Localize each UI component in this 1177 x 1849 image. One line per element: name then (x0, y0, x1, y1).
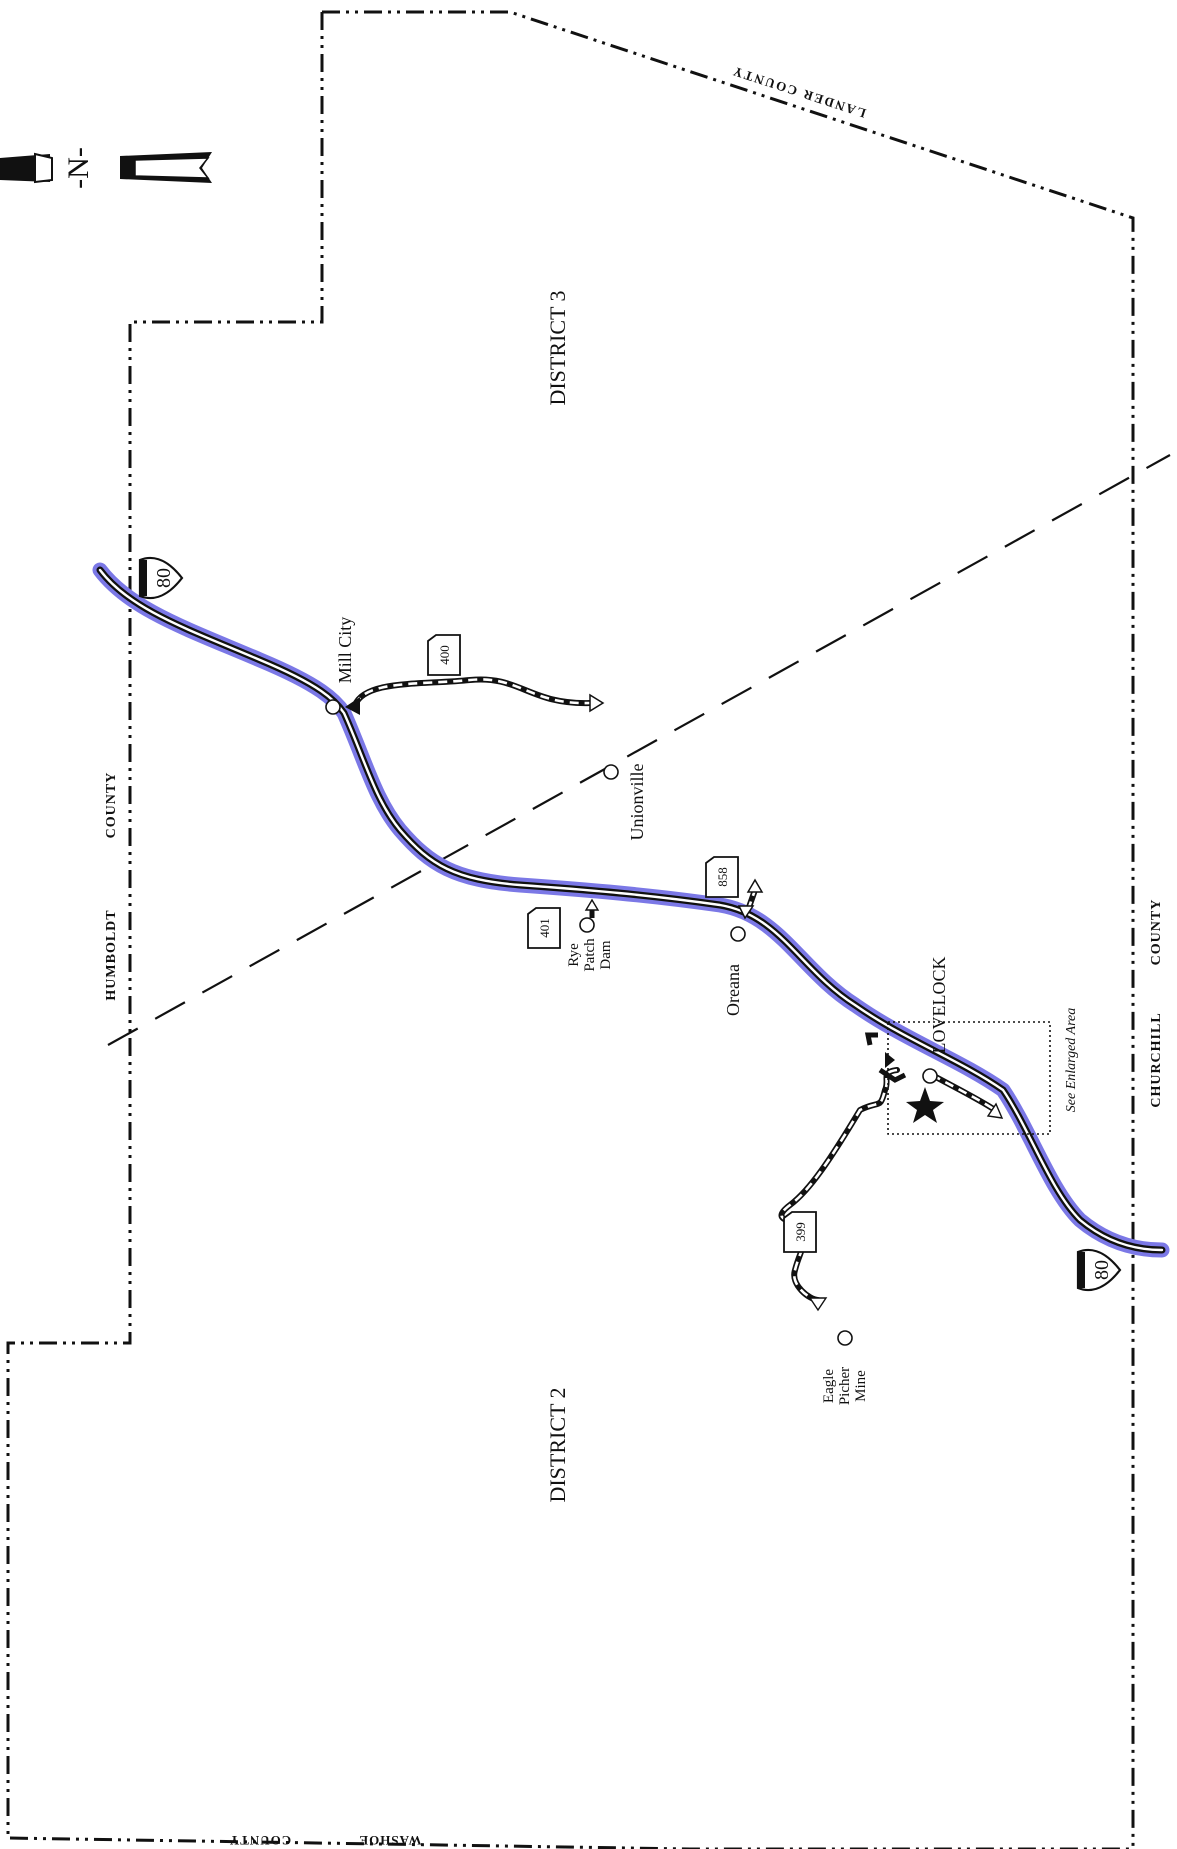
interstate-south-label: 80 (1091, 1260, 1113, 1280)
north-label: -N- (62, 147, 95, 189)
interstate-80-shield-north: 80 (138, 556, 184, 600)
sr-399-label: 399 (793, 1222, 808, 1242)
sr-400-label: 400 (437, 645, 452, 665)
north-arrow-icon: -N- (0, 147, 212, 189)
mine-label: Mine (853, 1370, 869, 1402)
unionville-label: Unionville (627, 763, 647, 840)
unionville-marker (603, 764, 619, 780)
sr-400-shield: 400 (427, 634, 461, 676)
see-enlarged-area-note: See Enlarged Area (1064, 1008, 1079, 1112)
mill-city-label: Mill City (335, 617, 355, 684)
oreana-marker (730, 926, 746, 942)
enlarged-area-box (887, 1021, 1051, 1135)
interstate-80-route (92, 562, 1170, 1258)
oreana-label: Oreana (723, 964, 743, 1016)
lovelock-label: LOVELOCK (929, 957, 949, 1054)
eagle-label: Eagle (821, 1369, 837, 1403)
sr-858-shield: 858 (705, 856, 739, 898)
district-3-label: DISTRICT 3 (545, 290, 570, 405)
washoe-label: WASHOE (358, 1833, 421, 1848)
humboldt-label: HUMBOLDT (104, 909, 119, 1000)
dam-label: Dam (598, 940, 614, 969)
lovelock-marker (922, 1068, 938, 1084)
sr-401-label: 401 (537, 918, 552, 938)
district-2-label: DISTRICT 2 (545, 1387, 570, 1502)
sr-401-shield: 401 (527, 907, 561, 949)
sr-400-route (345, 676, 605, 715)
picher-label: Picher (837, 1367, 853, 1405)
churchill-label: CHURCHILL (1149, 1012, 1164, 1107)
rye-label: Rye (566, 943, 582, 967)
county-seat-star-icon (906, 1087, 944, 1123)
interstate-north-label: 80 (153, 568, 175, 588)
sr-858-route (737, 878, 764, 920)
interstate-80-shield-south: 80 (1076, 1248, 1122, 1292)
washoe-county-label: COUNTY (229, 1833, 291, 1848)
lander-county-label: LANDER COUNTY (729, 63, 867, 121)
rye-patch-marker (579, 917, 595, 933)
humboldt-county-label: COUNTY (104, 772, 119, 839)
county-boundary (6, 10, 1135, 1849)
churchill-county-label: COUNTY (1149, 899, 1164, 966)
sr-858-label: 858 (715, 867, 730, 887)
district-divider (107, 454, 1171, 1046)
sr-399-route (778, 1067, 900, 1312)
sr-399-shield: 399 (783, 1211, 817, 1253)
patch-label: Patch (582, 938, 598, 972)
sr-401-route (584, 898, 600, 918)
mill-city-marker (325, 699, 341, 715)
eagle-picher-marker (837, 1330, 853, 1346)
